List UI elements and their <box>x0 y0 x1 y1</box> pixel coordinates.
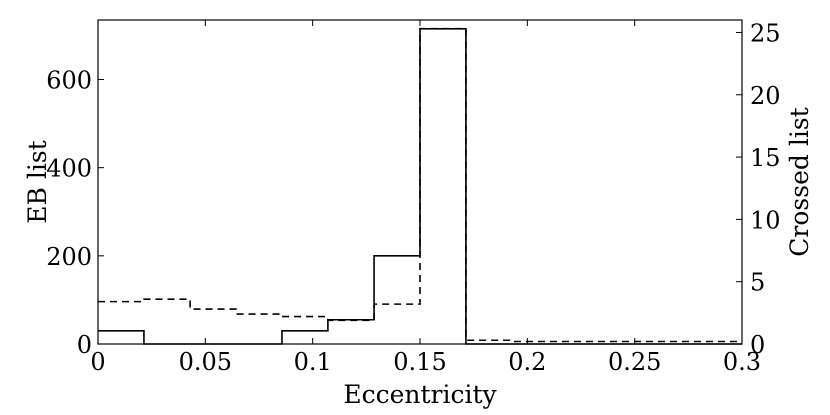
y-left-tick-label: 0 <box>77 331 92 359</box>
y-axis-right-label: Crossed list <box>785 107 814 256</box>
y-left-tick-label: 400 <box>46 155 92 183</box>
x-tick-label: 0.2 <box>508 348 546 376</box>
y-right-tick-label: 0 <box>750 331 765 359</box>
y-right-tick-label: 5 <box>750 269 765 297</box>
y-right-tick-label: 20 <box>750 82 781 110</box>
y-right-tick-label: 10 <box>750 206 781 234</box>
y-axis-left-label: EB list <box>23 140 52 223</box>
series-layer <box>98 27 742 345</box>
x-tick-label: 0.1 <box>294 348 332 376</box>
crossed-list-dashed-series <box>98 27 742 343</box>
y-right-tick-label: 15 <box>750 144 781 172</box>
eb-list-solid-series <box>98 28 742 345</box>
x-axis-label: Eccentricity <box>343 380 497 409</box>
y-left-tick-label: 600 <box>46 67 92 95</box>
x-tick-label: 0.15 <box>393 348 446 376</box>
x-tick-label: 0.3 <box>723 348 761 376</box>
x-tick-label: 0.05 <box>179 348 232 376</box>
x-tick-label: 0 <box>90 348 105 376</box>
tick-labels: 0 0.05 0.1 0.15 0.2 0.25 0.3020040060005101520… <box>46 19 780 376</box>
y-right-tick-label: 25 <box>750 19 781 47</box>
x-tick-label: 0.25 <box>608 348 661 376</box>
y-left-tick-label: 200 <box>46 243 92 271</box>
